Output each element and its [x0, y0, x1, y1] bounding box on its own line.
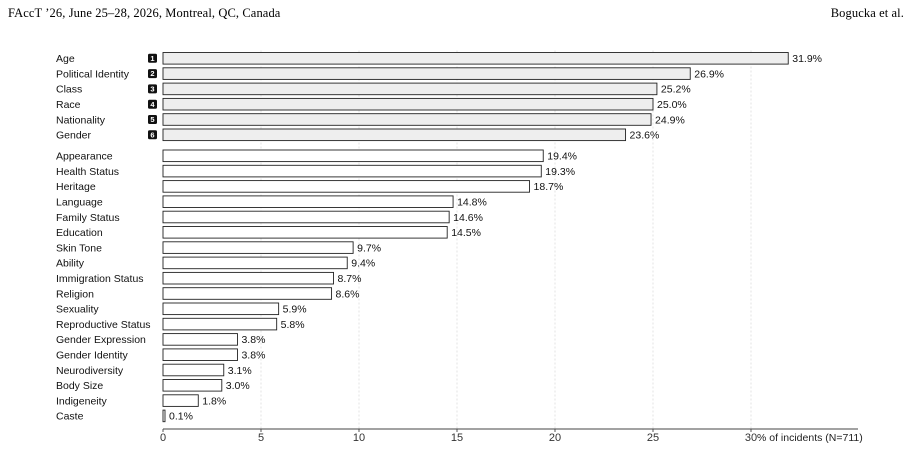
- bar-value-label: 5.9%: [283, 304, 307, 316]
- rank-badge: [148, 115, 157, 124]
- x-tick-label: 5: [258, 432, 264, 444]
- bar-value-label: 18.7%: [534, 181, 564, 193]
- rank-badge: [148, 130, 157, 140]
- category-label: Skin Tone: [56, 242, 102, 254]
- rank-badge-number: 4: [150, 100, 155, 109]
- rank-badge-number: 6: [150, 130, 154, 139]
- bar: [162, 302, 280, 316]
- category-label: Language: [56, 197, 103, 209]
- x-tick-label: 0: [160, 432, 166, 444]
- bar-value-label: 8.7%: [338, 273, 362, 285]
- rank-badge: [148, 69, 157, 79]
- bar-value-label: 25.2%: [661, 84, 691, 96]
- x-tick-label: 30: [745, 432, 757, 444]
- category-label: Body Size: [56, 380, 103, 392]
- category-label: Family Status: [56, 212, 120, 224]
- category-label: Immigration Status: [56, 273, 144, 285]
- bar: [162, 164, 542, 178]
- bar: [162, 52, 789, 65]
- bar-value-label: 14.8%: [457, 197, 487, 209]
- bar-value-label: 25.0%: [657, 99, 687, 111]
- bar-value-label: 23.6%: [630, 130, 660, 142]
- bar: [162, 241, 354, 254]
- bar: [162, 317, 278, 331]
- bar-value-label: 5.8%: [281, 319, 305, 331]
- category-label: Heritage: [56, 181, 96, 193]
- category-label: Neurodiversity: [56, 365, 124, 377]
- category-label: Class: [56, 84, 82, 96]
- bar: [162, 113, 652, 126]
- bar: [162, 333, 238, 346]
- category-label: Ability: [56, 258, 85, 270]
- bar-value-label: 8.6%: [336, 288, 360, 300]
- category-label: Gender Expression: [56, 334, 146, 346]
- category-label: Appearance: [56, 151, 113, 163]
- x-axis: 0 5 10 15 20 25 30% of incidents (N=711): [160, 428, 863, 444]
- bar: [162, 256, 348, 270]
- bar-value-label: 31.9%: [792, 53, 822, 65]
- category-labels: Age 1 Political Identity 2 Class 3 Race 4 Nation…: [56, 53, 157, 423]
- bar: [162, 210, 450, 224]
- bar-value-label: 14.6%: [453, 212, 483, 224]
- bar-value-label: 1.8%: [202, 395, 226, 407]
- rank-badge-number: 3: [150, 85, 154, 94]
- bar: [162, 195, 454, 208]
- category-label: Health Status: [56, 166, 119, 178]
- category-label: Gender: [56, 130, 92, 142]
- bar-value-label: 14.5%: [451, 227, 481, 239]
- rank-badge-number: 1: [150, 54, 154, 63]
- bar-value-label: 0.1%: [169, 411, 193, 423]
- bar: [162, 67, 691, 80]
- category-label: Education: [56, 227, 103, 239]
- bar-value-label: 3.8%: [241, 334, 265, 346]
- category-label: Indigeneity: [56, 395, 108, 407]
- bar: [162, 363, 225, 377]
- bar-value-label: 24.9%: [655, 114, 685, 126]
- bar: [162, 287, 333, 300]
- grid-lines: [260, 50, 752, 429]
- x-axis-title: % of incidents (N=711): [757, 432, 863, 444]
- bar: [162, 97, 654, 111]
- rank-badge: [148, 53, 157, 63]
- rank-badge-number: 5: [150, 115, 154, 124]
- category-label: Caste: [56, 411, 84, 423]
- bar: [162, 271, 334, 285]
- bar: [162, 348, 238, 361]
- x-tick-label: 25: [647, 432, 659, 444]
- rank-badge: [148, 84, 157, 94]
- bar-value-label: 19.3%: [545, 166, 575, 178]
- bar-value-label: 3.0%: [226, 380, 250, 392]
- category-label: Reproductive Status: [56, 319, 151, 331]
- category-label: Age: [56, 53, 75, 65]
- bar-value-label: 9.4%: [351, 258, 375, 270]
- bar: [162, 180, 530, 193]
- bar-value-label: 9.7%: [357, 242, 381, 254]
- bar: [162, 409, 166, 423]
- category-label: Sexuality: [56, 304, 99, 316]
- category-label: Gender Identity: [56, 350, 129, 362]
- x-tick-label: 15: [451, 432, 463, 444]
- rank-badge: [148, 99, 157, 109]
- bar-value-label: 26.9%: [694, 68, 724, 80]
- bar: [162, 149, 544, 163]
- category-label: Nationality: [56, 114, 106, 126]
- bar: [162, 82, 658, 96]
- bar-value-label: 3.1%: [228, 365, 252, 377]
- category-label: Religion: [56, 288, 94, 300]
- x-tick-label: 10: [353, 432, 365, 444]
- running-head-venue: FAccT ’26, June 25–28, 2026, Montreal, Q…: [8, 6, 281, 20]
- rank-badge-number: 2: [150, 69, 154, 78]
- running-head-authors: Bogucka et al.: [830, 6, 904, 20]
- bar-value-label: 19.4%: [547, 151, 577, 163]
- category-label: Political Identity: [56, 68, 130, 80]
- bars: 31.9% 26.9%25.2% 25.0% 24.9% 23.6% 19.4% 19.3%…: [162, 52, 822, 423]
- bar: [162, 379, 223, 392]
- bar: [162, 394, 199, 407]
- bar: [162, 226, 448, 239]
- category-label: Race: [56, 99, 81, 111]
- bar: [162, 128, 627, 142]
- x-tick-label: 20: [549, 432, 561, 444]
- bar-value-label: 3.8%: [241, 350, 265, 362]
